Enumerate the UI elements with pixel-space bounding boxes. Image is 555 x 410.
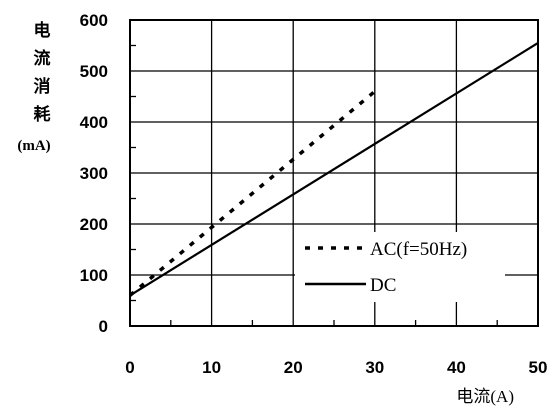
legend-background	[295, 232, 505, 302]
tick-marks	[130, 44, 498, 326]
x-tick-label: 30	[365, 358, 384, 377]
series-line-ac	[128, 90, 376, 297]
y-tick-label: 300	[80, 164, 108, 183]
x-tick-label: 20	[284, 358, 303, 377]
x-axis-label: 电流(A)	[456, 387, 514, 406]
y-axis-label: 电 流 消 耗 (mA)	[17, 20, 50, 154]
x-tick-label: 0	[125, 358, 134, 377]
y-tick-label: 400	[80, 113, 108, 132]
y-tick-label: 500	[80, 62, 108, 81]
y-label-char: 耗	[34, 104, 51, 125]
y-label-char: 电	[34, 20, 51, 41]
legend: AC(f=50Hz) DC	[295, 232, 505, 302]
y-tick-label: 0	[99, 317, 108, 336]
y-tick-label: 200	[80, 215, 108, 234]
y-label-char: 流	[34, 48, 51, 69]
series-lines	[128, 42, 539, 297]
series-line-dc	[129, 42, 539, 297]
y-tick-label: 600	[80, 11, 108, 30]
y-tick-labels: 0 100 200 300 400 500 600	[80, 11, 108, 336]
x-tick-label: 10	[202, 358, 221, 377]
y-label-char: 消	[34, 76, 51, 97]
x-tick-label: 40	[447, 358, 466, 377]
y-tick-label: 100	[80, 266, 108, 285]
legend-label-ac: AC(f=50Hz)	[370, 239, 467, 260]
y-label-unit: (mA)	[17, 138, 50, 154]
legend-label-dc: DC	[370, 275, 396, 296]
x-tick-label: 50	[529, 358, 548, 377]
x-tick-labels: 0 10 20 30 40 50	[125, 358, 547, 377]
